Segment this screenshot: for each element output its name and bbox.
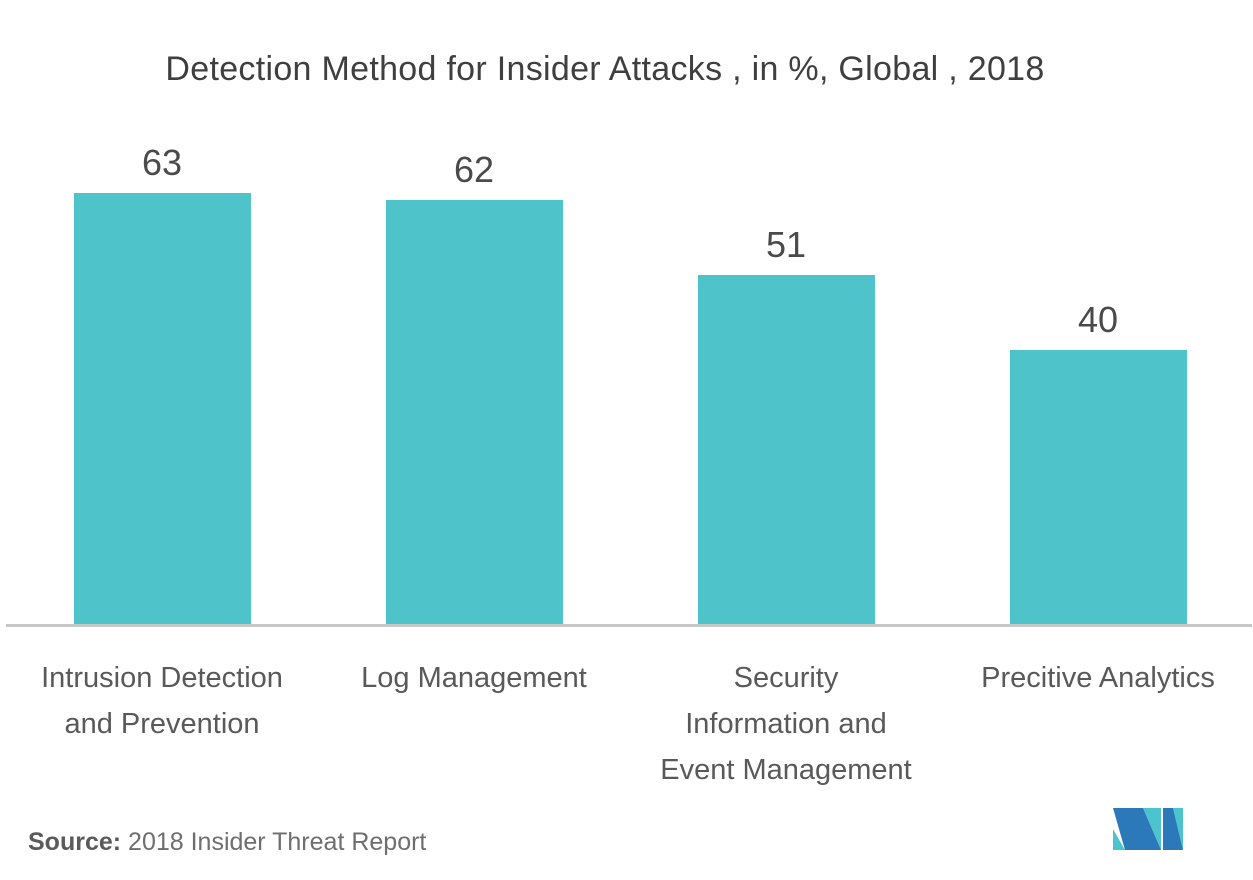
category-label-line: Information and [685,708,887,740]
plot-area: 63 62 51 40 [73,142,1187,624]
bar-2 [697,275,875,624]
bar-value-3: 40 [1077,299,1119,340]
bar-3 [1009,350,1187,624]
bar-value-0: 63 [141,142,183,183]
category-label-1: Log Management [294,655,654,701]
x-axis-line [6,624,1252,627]
category-label-line: Log Management [361,662,587,694]
category-label-line: Event Management [660,754,912,786]
logo-blue-diagonal-band [1113,808,1161,850]
category-label-0: Intrusion Detection and Prevention [0,655,342,747]
source-text: 2018 Insider Threat Report [121,828,427,856]
category-label-line: Precitive Analytics [981,662,1215,694]
category-label-line: Intrusion Detection [41,662,283,694]
category-labels: Intrusion Detection and Prevention Log Man… [0,655,1253,805]
logo-right-blue-bar [1163,808,1183,850]
category-label-2: Security Information and Event Management [606,655,966,793]
source-note: Source: 2018 Insider Threat Report [28,828,426,857]
chart-title: Detection Method for Insider Attacks , i… [165,50,1045,88]
bar-value-1: 62 [453,149,495,190]
bar-0 [73,193,251,624]
logo-left-teal-bottom-triangle [1113,829,1125,850]
category-label-line: Security [733,662,839,694]
category-label-3: Precitive Analytics [918,655,1253,701]
bar-value-2: 51 [765,224,807,265]
source-label: Source: [28,828,122,856]
mordor-intelligence-logo [1113,808,1183,850]
bar-1 [385,200,563,624]
category-label-line: and Prevention [64,708,260,740]
